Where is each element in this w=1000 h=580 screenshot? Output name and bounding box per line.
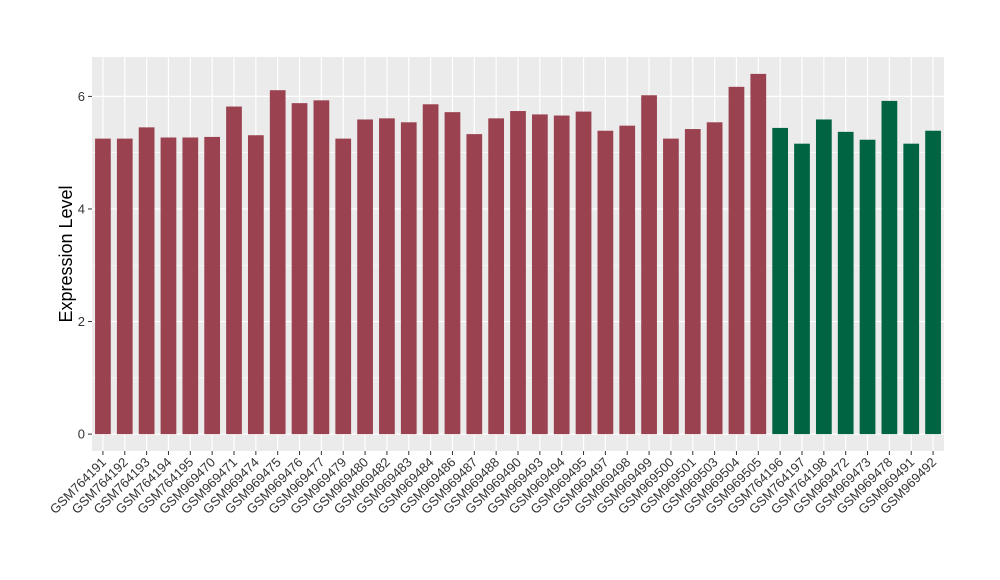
bar bbox=[750, 73, 767, 435]
bar bbox=[247, 135, 264, 435]
bar bbox=[182, 137, 199, 435]
bar bbox=[138, 127, 155, 435]
bar bbox=[859, 139, 876, 435]
y-axis: 0 2 4 6 bbox=[78, 89, 92, 442]
bar bbox=[466, 134, 483, 435]
bar bbox=[728, 86, 745, 435]
y-axis-title: Expression Level bbox=[56, 185, 76, 322]
bar bbox=[772, 127, 789, 435]
x-axis: GSM764191GSM764192GSM764193GSM764194GSM7… bbox=[47, 451, 939, 517]
bar bbox=[400, 122, 417, 435]
bars bbox=[95, 73, 941, 435]
bar bbox=[619, 125, 636, 435]
bar bbox=[291, 103, 308, 435]
bar bbox=[794, 143, 810, 435]
bar bbox=[335, 138, 352, 435]
bar bbox=[706, 122, 723, 435]
bar bbox=[815, 119, 832, 435]
bar bbox=[204, 136, 221, 435]
bar bbox=[575, 111, 592, 435]
y-tick-label: 4 bbox=[78, 201, 85, 216]
bar bbox=[116, 138, 133, 435]
bar bbox=[488, 118, 505, 435]
bar bbox=[641, 95, 657, 435]
bar bbox=[925, 130, 941, 435]
bar bbox=[357, 119, 373, 435]
bar bbox=[597, 130, 614, 435]
bar bbox=[663, 138, 679, 435]
bar bbox=[510, 111, 526, 435]
bar bbox=[444, 112, 461, 435]
bar bbox=[837, 131, 854, 435]
bar bbox=[881, 100, 898, 435]
bar bbox=[903, 143, 920, 435]
bar bbox=[553, 115, 570, 435]
y-tick-label: 0 bbox=[78, 427, 85, 442]
y-tick-label: 6 bbox=[78, 89, 85, 104]
bar bbox=[95, 138, 111, 435]
bar bbox=[160, 137, 177, 435]
bar bbox=[269, 90, 286, 435]
bar bbox=[422, 104, 439, 435]
bar bbox=[531, 114, 548, 435]
bar bbox=[313, 100, 330, 435]
y-tick-label: 2 bbox=[78, 314, 85, 329]
bar bbox=[684, 129, 701, 435]
bar bbox=[226, 106, 242, 435]
bar bbox=[379, 118, 395, 435]
